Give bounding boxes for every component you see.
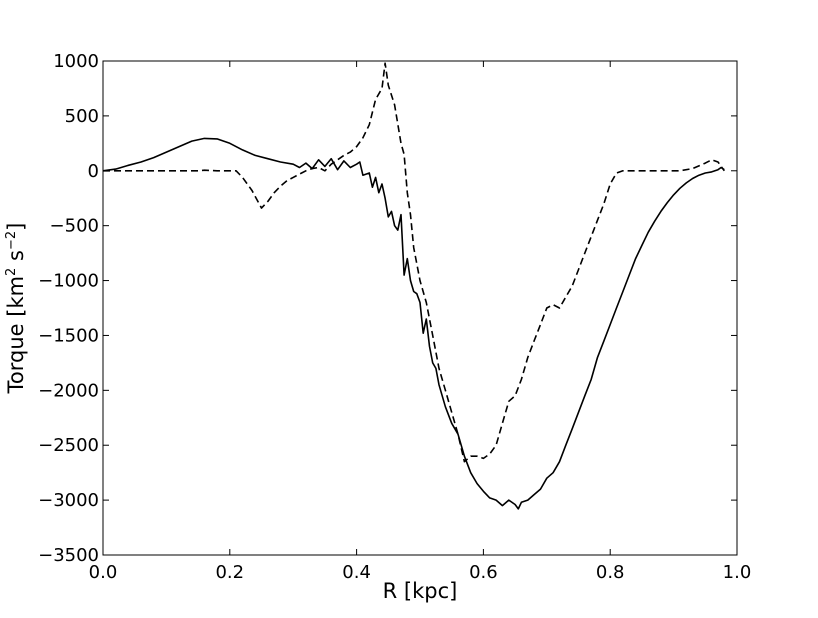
x-tick-label: 0.2 xyxy=(215,562,244,583)
plot-frame xyxy=(102,60,738,556)
solid-series-line xyxy=(102,137,725,510)
y-axis-label: Torque [km2 s−2] xyxy=(4,223,28,395)
y-axis-label-mid: s xyxy=(4,250,28,268)
x-tick-label: 0.6 xyxy=(469,562,498,583)
y-tick-label: −2500 xyxy=(38,435,99,456)
x-tick-label: 1.0 xyxy=(723,562,752,583)
x-tick-label: 0.0 xyxy=(89,562,118,583)
y-tick-label: 500 xyxy=(65,106,99,127)
y-tick-label: −1000 xyxy=(38,271,99,292)
y-tick-label: −3500 xyxy=(38,545,99,566)
x-tick-label: 0.8 xyxy=(596,562,625,583)
y-tick-label: −2000 xyxy=(38,380,99,401)
y-tick-label: 1000 xyxy=(53,51,99,72)
y-tick-label: −1500 xyxy=(38,325,99,346)
x-tick-label: 0.4 xyxy=(342,562,371,583)
y-axis-label-sup1: 2 xyxy=(4,268,19,276)
x-axis-label: R [kpc] xyxy=(383,579,458,603)
y-axis-label-sup2: −2 xyxy=(4,231,19,250)
y-axis-label-main: Torque [km xyxy=(4,276,28,394)
series-layer xyxy=(102,62,725,510)
dashed-series-line xyxy=(103,62,725,463)
y-tick-label: −3000 xyxy=(38,490,99,511)
y-axis-ticks: 1000 500 0 −500 −1000 −1500 −2000 −2500 −3000 −35… xyxy=(38,51,737,566)
y-axis-label-end: ] xyxy=(4,223,28,231)
x-axis-ticks: 0.0 0.2 0.4 0.6 0.8 1.0 xyxy=(89,61,752,583)
y-tick-label: −500 xyxy=(50,216,99,237)
y-tick-label: 0 xyxy=(88,161,99,182)
